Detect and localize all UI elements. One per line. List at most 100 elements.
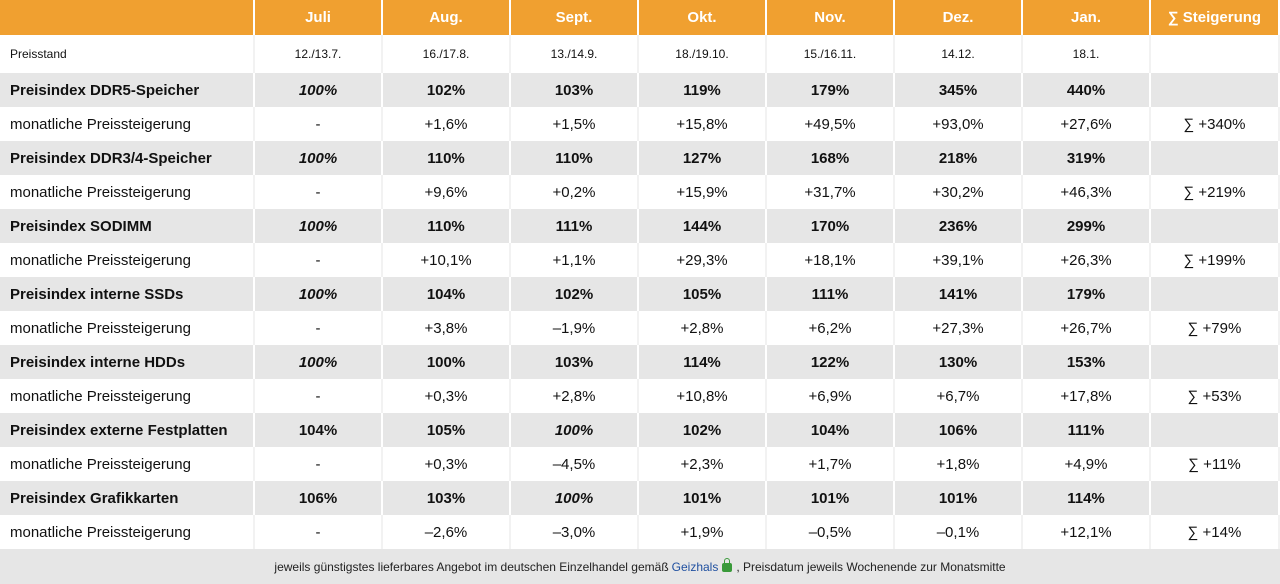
table-header-row: Juli Aug. Sept. Okt. Nov. Dez. Jan. ∑ Steigerun… bbox=[0, 0, 1280, 35]
change-value: - bbox=[255, 447, 383, 481]
change-value: ∑ +53% bbox=[1151, 379, 1280, 413]
index-value: 106% bbox=[255, 481, 383, 515]
change-value: +18,1% bbox=[767, 243, 895, 277]
index-value: 299% bbox=[1023, 209, 1151, 243]
change-value: +0,3% bbox=[383, 379, 511, 413]
table-footer-note: jeweils günstigstes lieferbares Angebot … bbox=[0, 549, 1280, 584]
footer-text-after: , Preisdatum jeweils Wochenende zur Mona… bbox=[736, 559, 1006, 574]
column-header: Dez. bbox=[895, 0, 1023, 35]
change-row: monatliche Preissteigerung - +9,6% +0,2% +15… bbox=[0, 175, 1280, 209]
change-row: monatliche Preissteigerung - +10,1% +1,1% +2… bbox=[0, 243, 1280, 277]
index-value: 111% bbox=[511, 209, 639, 243]
preisstand-date: 18./19.10. bbox=[639, 35, 767, 73]
index-value: 100% bbox=[511, 481, 639, 515]
index-value: 102% bbox=[383, 73, 511, 107]
index-value bbox=[1151, 413, 1280, 447]
change-value: –3,0% bbox=[511, 515, 639, 549]
change-value: +17,8% bbox=[1023, 379, 1151, 413]
index-value: 179% bbox=[1023, 277, 1151, 311]
index-value: 236% bbox=[895, 209, 1023, 243]
change-value: +1,1% bbox=[511, 243, 639, 277]
change-value: +6,7% bbox=[895, 379, 1023, 413]
index-value: 119% bbox=[639, 73, 767, 107]
index-value: 102% bbox=[511, 277, 639, 311]
geizhals-link[interactable]: Geizhals bbox=[671, 559, 719, 574]
index-value: 111% bbox=[1023, 413, 1151, 447]
row-label: Preisindex externe Festplatten bbox=[0, 413, 255, 447]
change-value: +1,8% bbox=[895, 447, 1023, 481]
index-value: 111% bbox=[767, 277, 895, 311]
index-value bbox=[1151, 277, 1280, 311]
row-label: Preisindex Grafikkarten bbox=[0, 481, 255, 515]
change-value: +39,1% bbox=[895, 243, 1023, 277]
change-value: +29,3% bbox=[639, 243, 767, 277]
index-value: 106% bbox=[895, 413, 1023, 447]
row-label: monatliche Preissteigerung bbox=[0, 243, 255, 277]
preisstand-date: 13./14.9. bbox=[511, 35, 639, 73]
index-value: 127% bbox=[639, 141, 767, 175]
change-value: +10,1% bbox=[383, 243, 511, 277]
index-value bbox=[1151, 73, 1280, 107]
index-value bbox=[1151, 209, 1280, 243]
change-row: monatliche Preissteigerung - +1,6% +1,5% +15… bbox=[0, 107, 1280, 141]
column-header: Sept. bbox=[511, 0, 639, 35]
change-value: +10,8% bbox=[639, 379, 767, 413]
change-value: +46,3% bbox=[1023, 175, 1151, 209]
change-value: –1,9% bbox=[511, 311, 639, 345]
change-value: +3,8% bbox=[383, 311, 511, 345]
change-value: +9,6% bbox=[383, 175, 511, 209]
change-value: +4,9% bbox=[1023, 447, 1151, 481]
index-value: 218% bbox=[895, 141, 1023, 175]
column-header: Nov. bbox=[767, 0, 895, 35]
change-value: –2,6% bbox=[383, 515, 511, 549]
index-value: 103% bbox=[511, 345, 639, 379]
index-value: 100% bbox=[255, 141, 383, 175]
column-header: ∑ Steigerung bbox=[1151, 0, 1280, 35]
change-value: - bbox=[255, 175, 383, 209]
row-label: monatliche Preissteigerung bbox=[0, 311, 255, 345]
change-value: - bbox=[255, 107, 383, 141]
footer-text: jeweils günstigstes lieferbares Angebot … bbox=[274, 559, 669, 574]
change-value: - bbox=[255, 311, 383, 345]
index-value: 100% bbox=[255, 73, 383, 107]
change-value: - bbox=[255, 243, 383, 277]
index-value: 110% bbox=[383, 209, 511, 243]
change-value: ∑ +79% bbox=[1151, 311, 1280, 345]
row-label: monatliche Preissteigerung bbox=[0, 175, 255, 209]
change-value: +1,6% bbox=[383, 107, 511, 141]
index-value: 103% bbox=[383, 481, 511, 515]
change-value: - bbox=[255, 515, 383, 549]
index-row: Preisindex DDR3/4-Speicher 100% 110% 110% 12… bbox=[0, 141, 1280, 175]
index-value: 144% bbox=[639, 209, 767, 243]
row-label: Preisindex interne HDDs bbox=[0, 345, 255, 379]
index-value: 100% bbox=[255, 277, 383, 311]
change-value: +12,1% bbox=[1023, 515, 1151, 549]
change-value: +31,7% bbox=[767, 175, 895, 209]
index-value: 122% bbox=[767, 345, 895, 379]
index-value: 101% bbox=[639, 481, 767, 515]
change-value: +26,3% bbox=[1023, 243, 1151, 277]
index-value: 168% bbox=[767, 141, 895, 175]
index-value: 104% bbox=[255, 413, 383, 447]
preisstand-date: 16./17.8. bbox=[383, 35, 511, 73]
change-value: ∑ +219% bbox=[1151, 175, 1280, 209]
index-value: 103% bbox=[511, 73, 639, 107]
index-value: 100% bbox=[255, 209, 383, 243]
change-row: monatliche Preissteigerung - +0,3% –4,5% +2,… bbox=[0, 447, 1280, 481]
index-value: 345% bbox=[895, 73, 1023, 107]
index-row: Preisindex DDR5-Speicher 100% 102% 103% 119%… bbox=[0, 73, 1280, 107]
change-value: +30,2% bbox=[895, 175, 1023, 209]
row-label: Preisindex DDR3/4-Speicher bbox=[0, 141, 255, 175]
index-value bbox=[1151, 345, 1280, 379]
index-row: Preisindex interne HDDs 100% 100% 103% 114% 1… bbox=[0, 345, 1280, 379]
index-value: 104% bbox=[767, 413, 895, 447]
change-row: monatliche Preissteigerung - –2,6% –3,0% +1,… bbox=[0, 515, 1280, 549]
index-value: 130% bbox=[895, 345, 1023, 379]
change-value: –0,5% bbox=[767, 515, 895, 549]
change-row: monatliche Preissteigerung - +3,8% –1,9% +2,… bbox=[0, 311, 1280, 345]
index-value: 440% bbox=[1023, 73, 1151, 107]
preisstand-date: 14.12. bbox=[895, 35, 1023, 73]
index-value: 110% bbox=[511, 141, 639, 175]
index-row: Preisindex Grafikkarten 106% 103% 100% 101% 1… bbox=[0, 481, 1280, 515]
row-label: monatliche Preissteigerung bbox=[0, 447, 255, 481]
